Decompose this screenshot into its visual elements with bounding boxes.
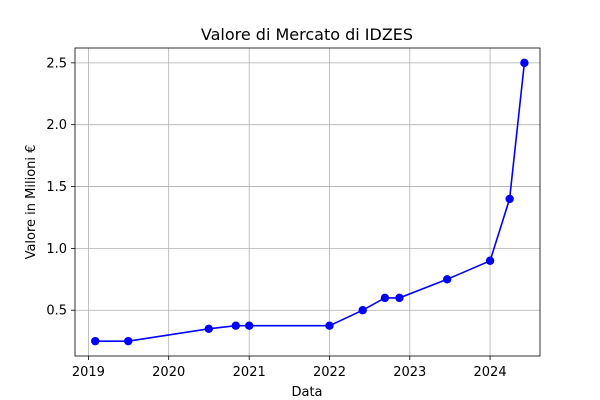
- data-point: [91, 336, 100, 346]
- y-tick-label: 1.5: [46, 180, 67, 195]
- data-point: [380, 293, 390, 303]
- x-axis-label: Data: [291, 385, 322, 400]
- series-line: [95, 62, 526, 343]
- data-point: [325, 321, 334, 330]
- x-tick-label: 2023: [393, 365, 426, 380]
- data-point: [124, 336, 133, 346]
- x-tick-label: 2019: [72, 365, 105, 380]
- x-tick-label: 2022: [313, 365, 346, 380]
- data-point: [245, 321, 254, 330]
- y-axis-ticks: 0.5 1.0 1.5 2.0 2.5: [46, 56, 75, 319]
- data-point: [442, 275, 452, 284]
- x-tick-label: 2024: [474, 365, 507, 380]
- data-point: [204, 324, 213, 333]
- y-tick-label: 0.5: [46, 304, 67, 319]
- x-tick-label: 2021: [233, 365, 266, 380]
- y-axis-label: Valore in Milioni €: [24, 145, 39, 260]
- y-tick-label: 1.0: [46, 242, 67, 257]
- plot-frame: [74, 47, 541, 357]
- data-point: [505, 194, 514, 204]
- y-tick-label: 2.5: [46, 56, 67, 71]
- data-point: [358, 306, 367, 315]
- data-point: [231, 321, 240, 330]
- data-series: [91, 58, 529, 346]
- data-point: [395, 293, 404, 303]
- y-tick-label: 2.0: [46, 118, 67, 133]
- data-point: [520, 58, 529, 68]
- data-point: [485, 256, 495, 265]
- x-tick-label: 2020: [152, 365, 185, 380]
- grid-lines: [75, 48, 540, 356]
- chart-title: Valore di Mercato di IDZES: [201, 25, 413, 44]
- x-axis-ticks: 2019 2020 2021 2022 2023 2024: [72, 356, 507, 380]
